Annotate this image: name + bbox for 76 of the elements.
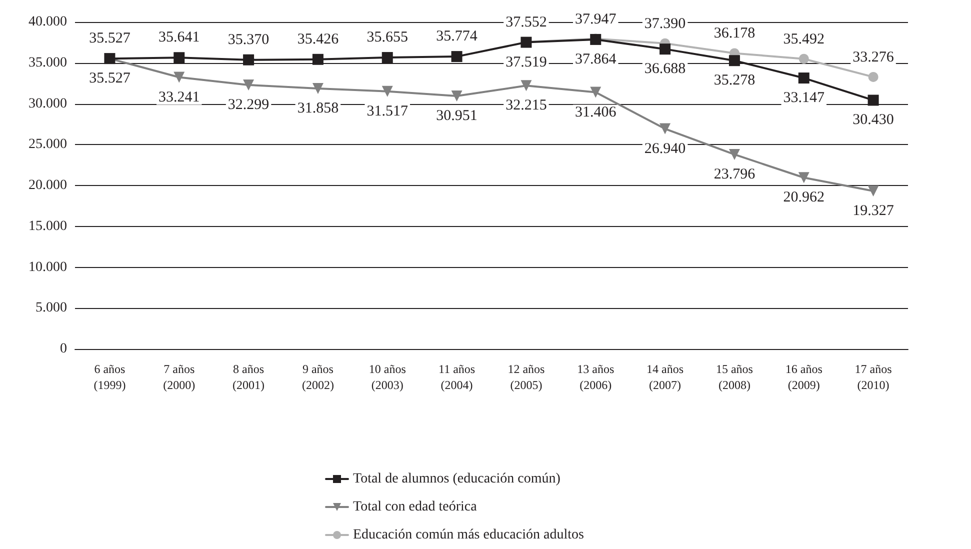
y-tick-label: 10.000 bbox=[28, 260, 67, 275]
legend-label: Total con edad teórica bbox=[353, 500, 478, 514]
y-tick-label: 30.000 bbox=[28, 96, 67, 112]
legend-label: Educación común más educación adultos bbox=[353, 528, 584, 542]
point bbox=[243, 79, 254, 90]
data-label: 33.147 bbox=[783, 90, 825, 106]
point bbox=[243, 54, 254, 66]
data-label: 35.492 bbox=[783, 31, 824, 48]
legend-label: Total de alumnos (educación común) bbox=[353, 472, 561, 486]
x-tick-label: 10 años (2003) bbox=[368, 362, 406, 392]
data-label: 32.215 bbox=[506, 98, 547, 114]
data-label: 35.774 bbox=[436, 28, 478, 45]
data-label: 37.864 bbox=[575, 51, 617, 68]
point bbox=[174, 52, 185, 64]
point bbox=[660, 44, 671, 55]
x-tick-label: 8 años (2001) bbox=[232, 362, 265, 392]
point bbox=[798, 172, 810, 184]
data-label: 20.962 bbox=[783, 190, 824, 206]
point bbox=[451, 90, 462, 102]
data-label: 36.688 bbox=[644, 61, 686, 78]
point bbox=[798, 54, 809, 64]
point bbox=[868, 94, 879, 106]
data-label: 35.278 bbox=[714, 72, 756, 89]
data-label: 35.655 bbox=[366, 30, 408, 46]
data-label: 31.406 bbox=[575, 104, 617, 120]
x-tick-label: 14 años (2007) bbox=[646, 362, 684, 392]
y-tick-label: 5.000 bbox=[36, 300, 67, 316]
x-tick-label: 13 años (2006) bbox=[577, 362, 614, 392]
data-label: 36.178 bbox=[714, 26, 756, 42]
x-tick-label: 16 años (2009) bbox=[785, 362, 823, 392]
point bbox=[451, 51, 462, 62]
x-tick-label: 11 años (2004) bbox=[438, 362, 476, 392]
point bbox=[798, 72, 810, 84]
x-tick-label: 17 años (2010) bbox=[854, 362, 892, 392]
data-label: 31.858 bbox=[297, 100, 339, 117]
point bbox=[660, 123, 671, 134]
data-label: 37.552 bbox=[506, 14, 547, 31]
data-label: 26.940 bbox=[644, 140, 686, 157]
point bbox=[728, 148, 740, 160]
point bbox=[590, 86, 602, 98]
data-label: 37.947 bbox=[575, 11, 617, 28]
y-tick-label: 20.000 bbox=[28, 178, 67, 193]
x-tick-label: 12 años (2005) bbox=[508, 362, 546, 392]
point bbox=[174, 72, 185, 83]
data-label: 35.527 bbox=[89, 30, 131, 47]
data-label: 19.327 bbox=[852, 203, 894, 219]
point bbox=[382, 52, 393, 64]
data-label: 35.527 bbox=[89, 70, 131, 87]
point bbox=[868, 72, 878, 82]
data-label: 35.641 bbox=[158, 30, 200, 46]
data-label: 37.519 bbox=[506, 54, 547, 70]
data-label: 33.276 bbox=[852, 49, 894, 66]
x-tick-label: 15 años (2008) bbox=[716, 362, 754, 392]
data-label: 35.426 bbox=[297, 31, 340, 48]
data-label: 30.430 bbox=[852, 112, 894, 128]
y-tick-label: 25.000 bbox=[28, 137, 67, 152]
point bbox=[312, 83, 324, 94]
x-tick-label: 9 años (2002) bbox=[302, 362, 334, 392]
data-label: 30.951 bbox=[436, 108, 478, 124]
y-tick-label: 0 bbox=[60, 342, 67, 356]
y-tick-label: 40.000 bbox=[28, 14, 67, 30]
data-label: 23.796 bbox=[714, 166, 756, 182]
y-tick-label: 35.000 bbox=[28, 55, 67, 70]
point bbox=[728, 55, 740, 66]
data-label: 32.299 bbox=[228, 96, 270, 113]
data-label: 35.370 bbox=[228, 32, 270, 48]
point bbox=[868, 186, 879, 196]
data-label: 37.390 bbox=[644, 16, 686, 32]
point bbox=[520, 80, 532, 92]
x-tick-label: 7 años (2000) bbox=[163, 362, 196, 392]
x-tick-label: 6 años (1999) bbox=[94, 362, 126, 392]
point bbox=[312, 54, 324, 65]
data-label: 31.517 bbox=[366, 103, 408, 120]
y-tick-label: 15.000 bbox=[28, 218, 67, 234]
point bbox=[382, 86, 393, 97]
data-label: 33.241 bbox=[158, 89, 200, 106]
